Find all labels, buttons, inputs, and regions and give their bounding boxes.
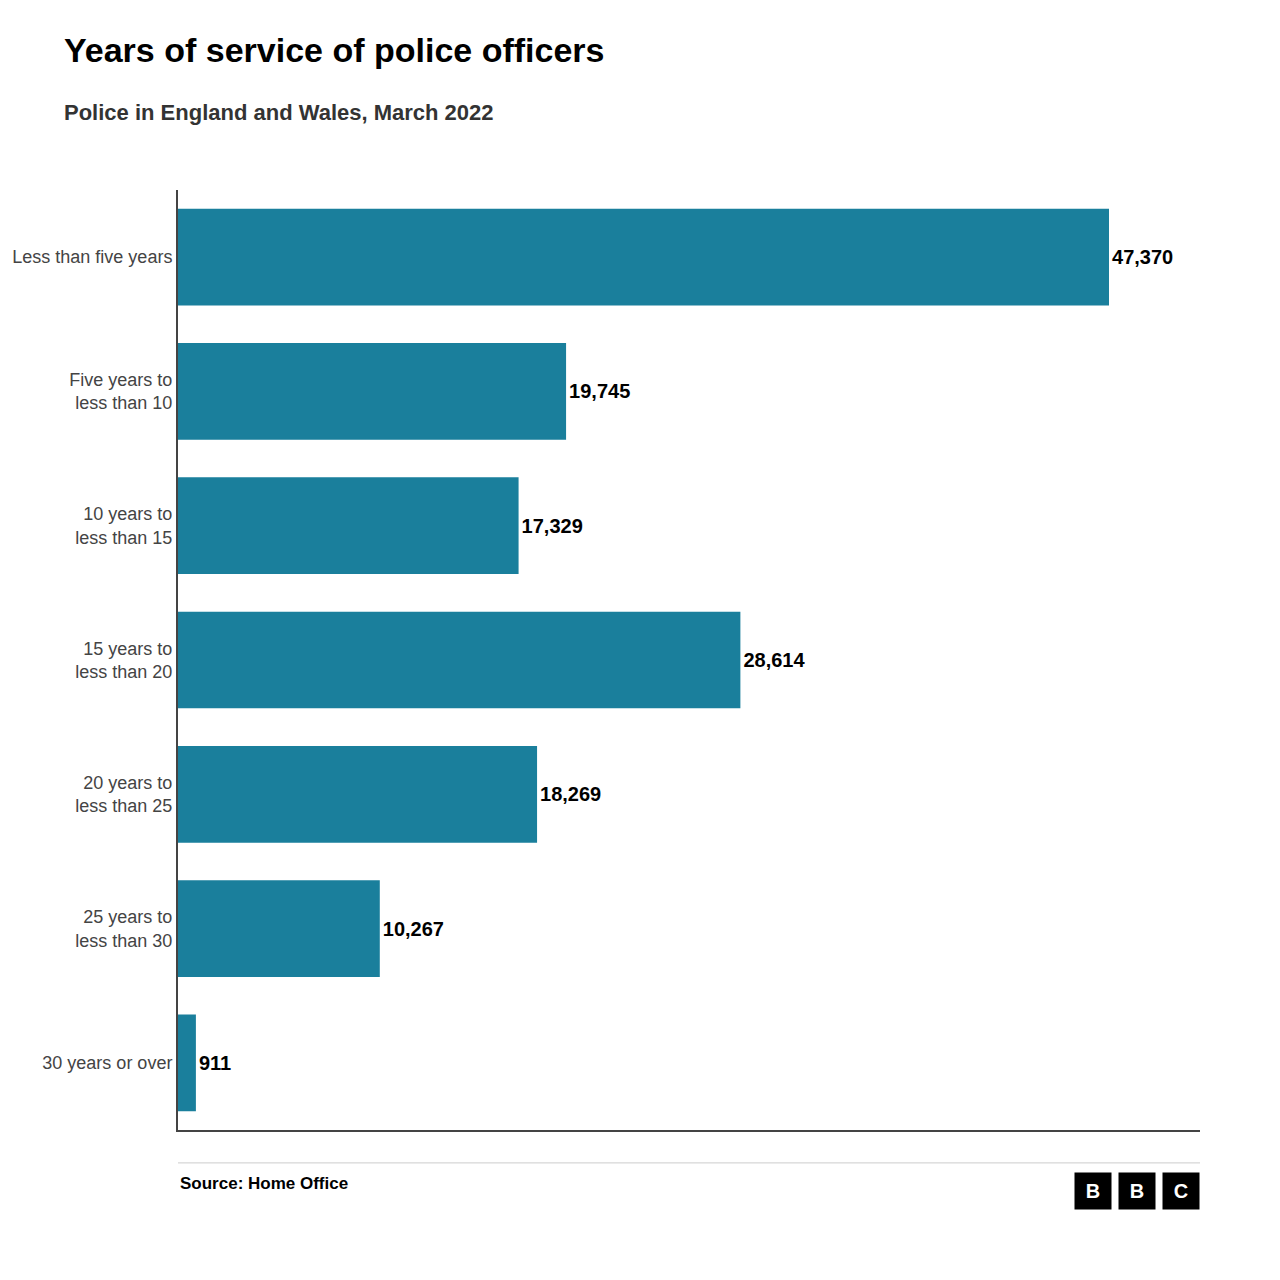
svg-text:20 years toless than 25: 20 years toless than 25 [75, 773, 172, 816]
svg-text:30 years or over: 30 years or over [42, 1053, 172, 1073]
svg-text:15 years toless than 20: 15 years toless than 20 [75, 639, 172, 682]
svg-text:B: B [1086, 1180, 1100, 1202]
svg-text:Years of service of police off: Years of service of police officers [64, 31, 604, 69]
svg-text:B: B [1130, 1180, 1144, 1202]
svg-text:Less than five years: Less than five years [12, 247, 172, 267]
svg-text:10,267: 10,267 [383, 918, 444, 940]
svg-text:19,745: 19,745 [569, 380, 630, 402]
svg-text:18,269: 18,269 [540, 783, 601, 805]
svg-text:10 years toless than 15: 10 years toless than 15 [75, 504, 172, 547]
svg-text:911: 911 [199, 1052, 231, 1074]
svg-text:28,614: 28,614 [743, 649, 805, 671]
svg-text:25 years toless than 30: 25 years toless than 30 [75, 907, 172, 950]
svg-text:C: C [1174, 1180, 1188, 1202]
svg-text:Police in England and Wales, M: Police in England and Wales, March 2022 [64, 100, 494, 125]
svg-text:17,329: 17,329 [522, 515, 583, 537]
svg-text:Five years toless than 10: Five years toless than 10 [69, 370, 172, 413]
svg-text:Source: Home Office: Source: Home Office [180, 1174, 348, 1193]
svg-text:47,370: 47,370 [1112, 246, 1173, 268]
